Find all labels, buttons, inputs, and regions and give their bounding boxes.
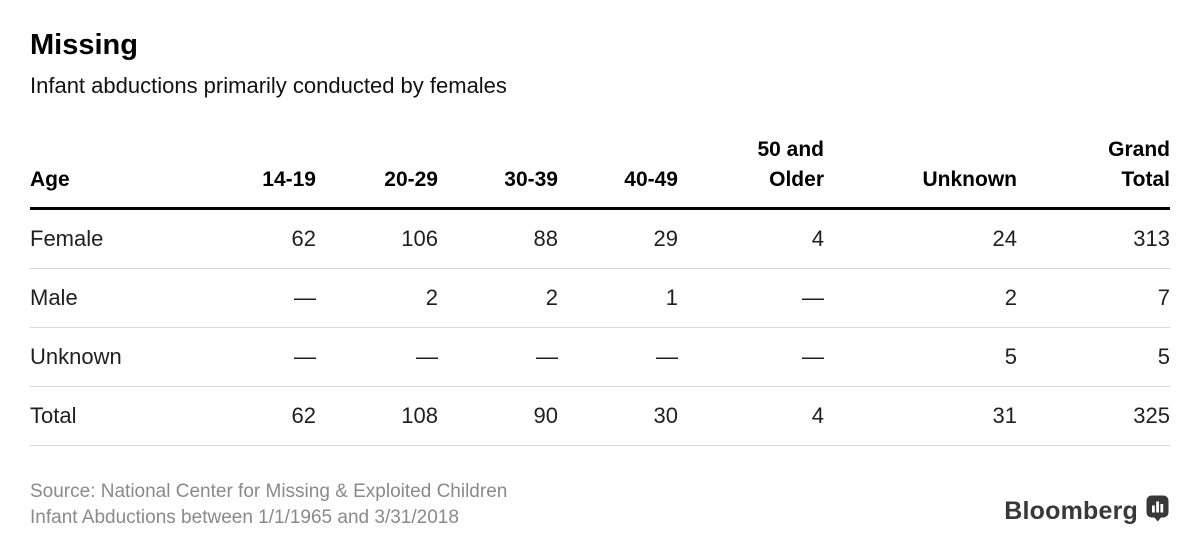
page-title: Missing: [30, 29, 138, 61]
table-header-row: Age 14-19 20-29 30-39 40-49 50 and Older…: [30, 135, 1170, 211]
cell-value: 24: [824, 208, 1017, 270]
cell-value: 325: [1017, 386, 1170, 447]
cell-value: 5: [1017, 327, 1170, 388]
source-line-1: Source: National Center for Missing & Ex…: [30, 481, 508, 503]
column-header-unknown: Unknown: [824, 135, 1017, 211]
source-note: Source: National Center for Missing & Ex…: [30, 479, 507, 530]
cell-value: —: [558, 327, 678, 388]
cell-value: 31: [824, 386, 1017, 447]
column-header-14-19: 14-19: [196, 135, 316, 211]
cell-value: 2: [438, 268, 558, 329]
cell-value: 88: [438, 208, 558, 270]
table-row: Unknown — — — — — 5 5: [30, 327, 1170, 388]
cell-value: —: [438, 327, 558, 388]
cell-value: 62: [196, 208, 316, 270]
cell-value: —: [196, 327, 316, 388]
bloomberg-wordmark: Bloomberg: [1004, 496, 1138, 525]
table-row: Male — 2 2 1 — 2 7: [30, 268, 1170, 329]
cell-value: 2: [316, 268, 438, 329]
page-subtitle: Infant abductions primarily conducted by…: [30, 72, 507, 98]
row-label: Total: [30, 386, 196, 447]
cell-value: —: [678, 268, 824, 329]
cell-value: 4: [678, 386, 824, 447]
cell-value: 106: [316, 208, 438, 270]
cell-value: —: [678, 327, 824, 388]
cell-value: 108: [316, 386, 438, 447]
cell-value: —: [316, 327, 438, 388]
row-label: Unknown: [30, 327, 196, 388]
cell-value: 5: [824, 327, 1017, 388]
source-line-2: Infant Abductions between 1/1/1965 and 3…: [30, 506, 459, 528]
column-header-grand-total: Grand Total: [1017, 135, 1170, 211]
cell-value: 2: [824, 268, 1017, 329]
cell-value: 4: [678, 208, 824, 270]
column-header-50-older: 50 and Older: [678, 135, 824, 211]
table-row: Female 62 106 88 29 4 24 313: [30, 208, 1170, 270]
abductions-table: Age 14-19 20-29 30-39 40-49 50 and Older…: [30, 135, 1170, 447]
cell-value: 313: [1017, 208, 1170, 270]
column-header-age: Age: [30, 135, 196, 211]
cell-value: 30: [558, 386, 678, 447]
column-header-30-39: 30-39: [438, 135, 558, 211]
cell-value: —: [196, 268, 316, 329]
bloomberg-logo: Bloomberg: [1004, 495, 1170, 530]
cell-value: 90: [438, 386, 558, 447]
cell-value: 1: [558, 268, 678, 329]
table-row-total: Total 62 108 90 30 4 31 325: [30, 386, 1170, 447]
bloomberg-chart-bubble-icon: [1146, 495, 1170, 527]
column-header-40-49: 40-49: [558, 135, 678, 211]
cell-value: 62: [196, 386, 316, 447]
cell-value: 29: [558, 208, 678, 270]
footer: Source: National Center for Missing & Ex…: [30, 479, 1170, 530]
row-label: Female: [30, 208, 196, 270]
row-label: Male: [30, 268, 196, 329]
column-header-20-29: 20-29: [316, 135, 438, 211]
cell-value: 7: [1017, 268, 1170, 329]
